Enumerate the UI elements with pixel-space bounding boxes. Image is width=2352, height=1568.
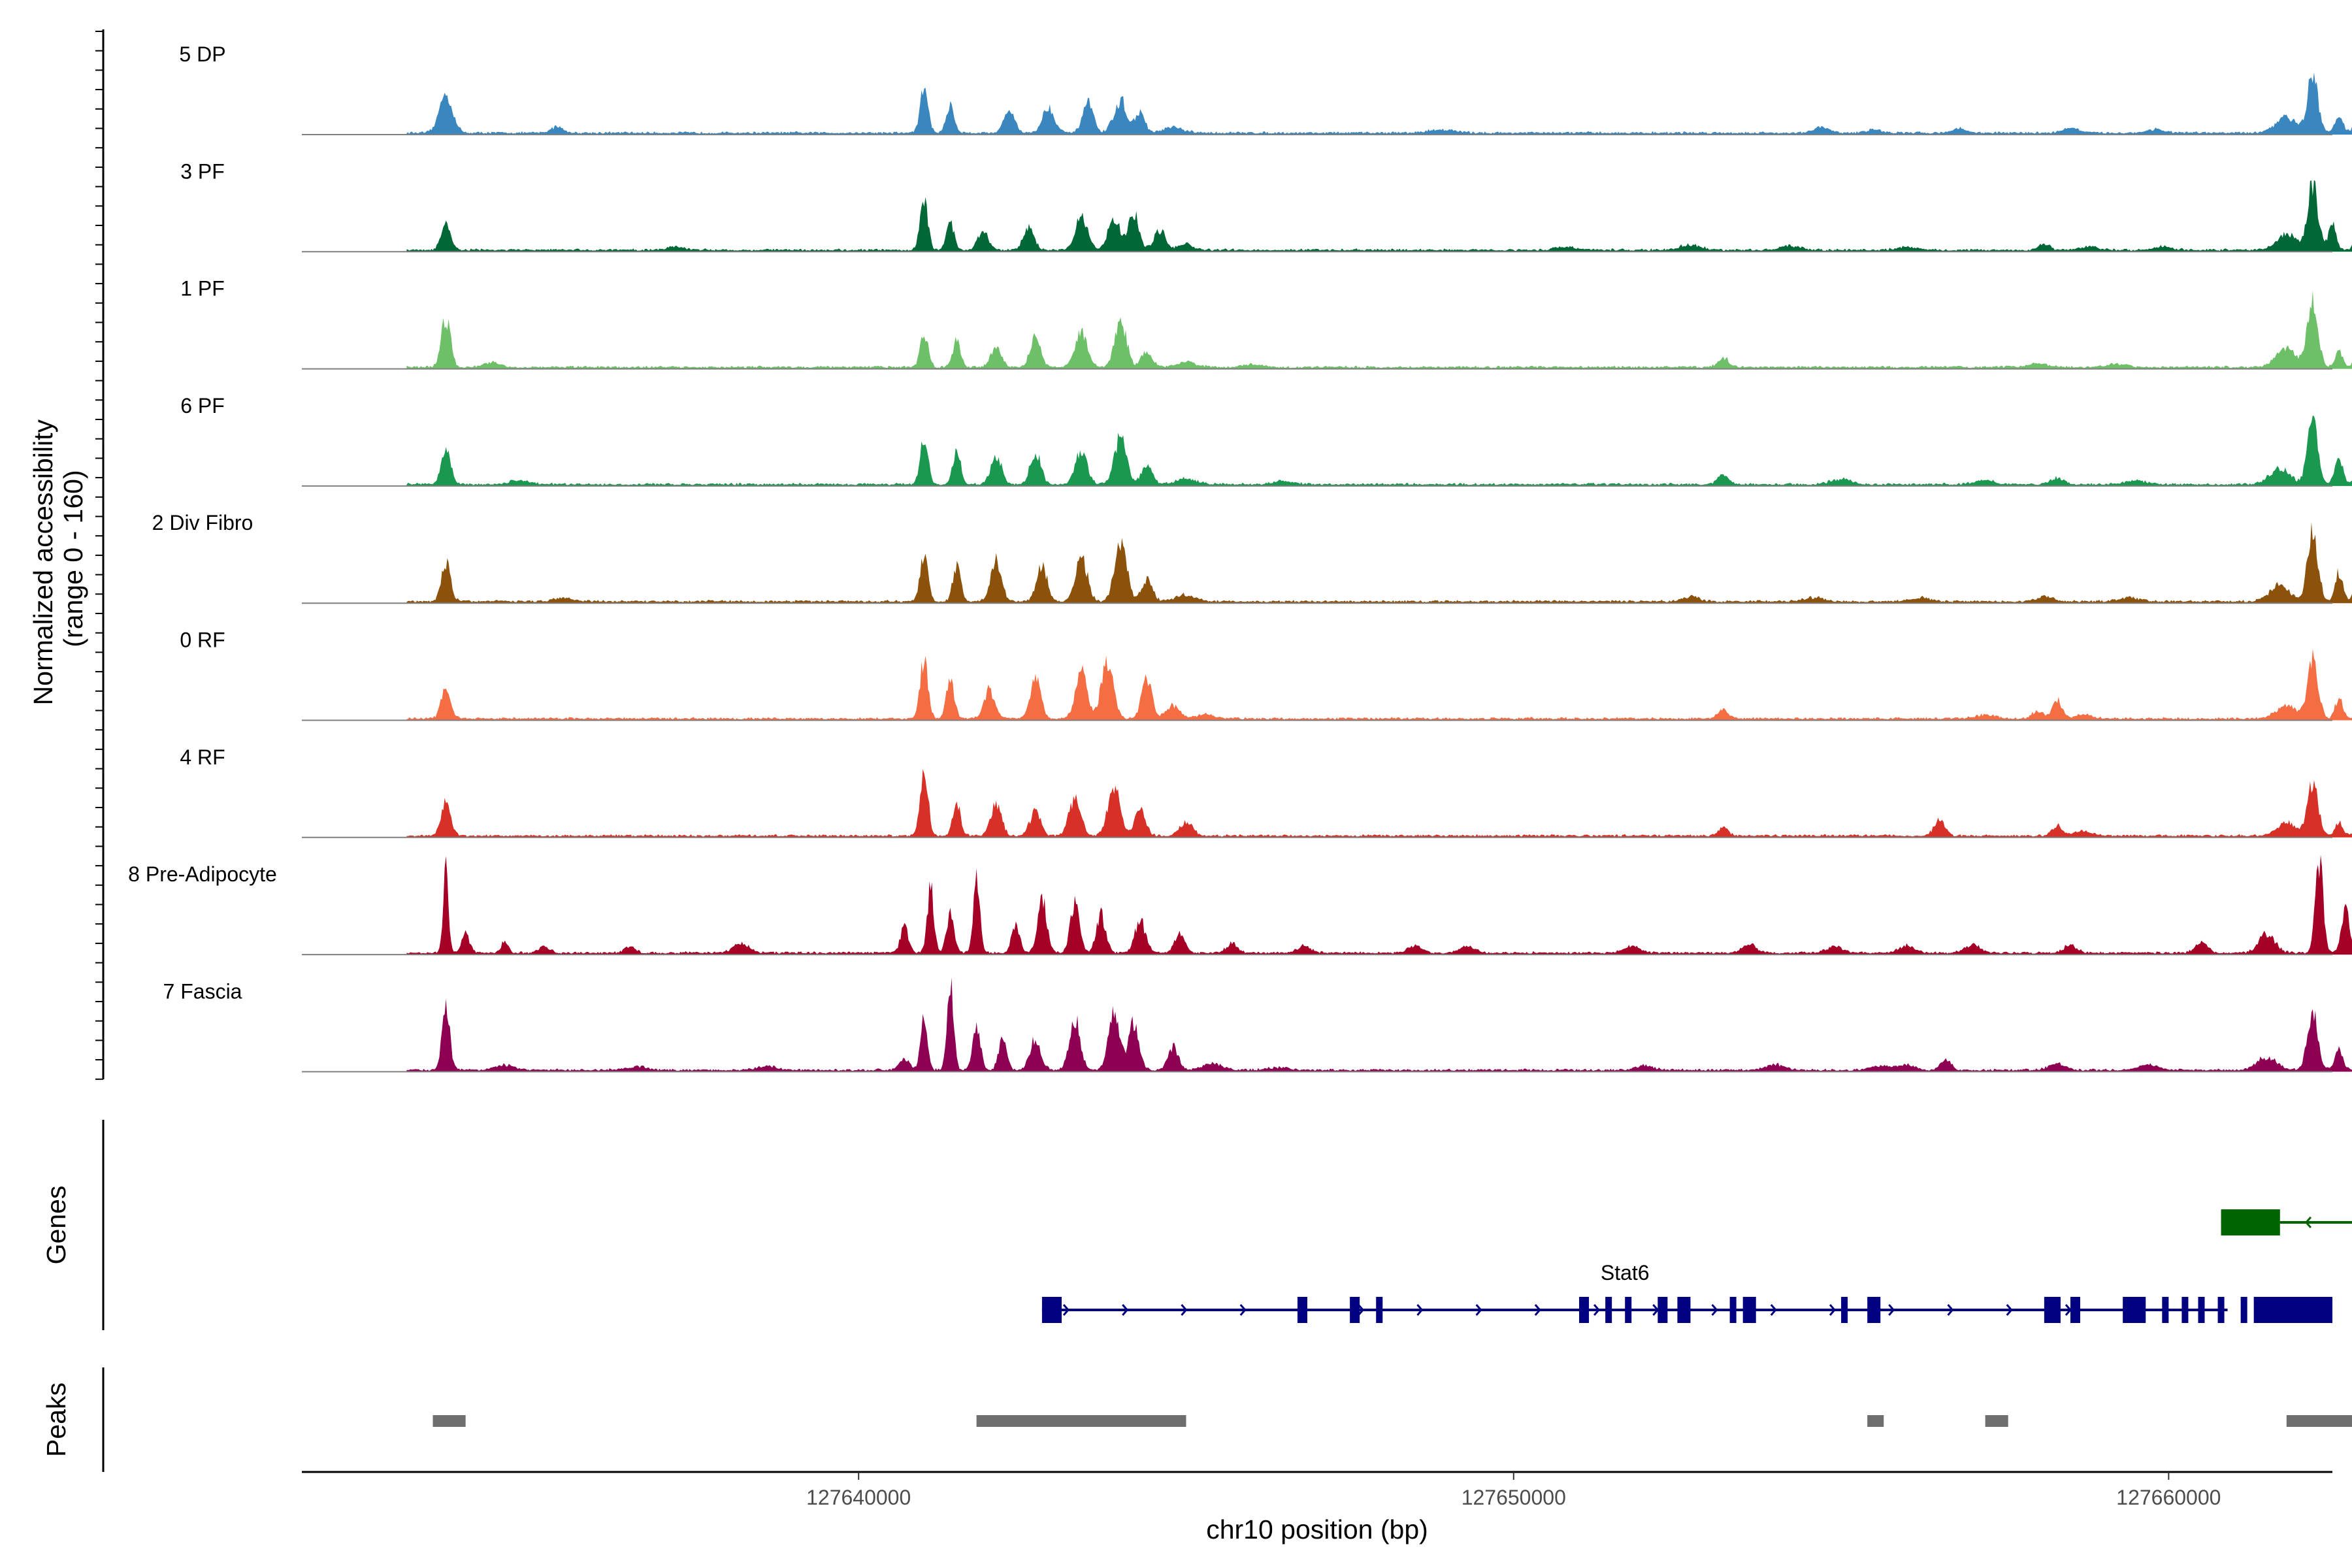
exon <box>2253 1297 2332 1323</box>
peak-region <box>1985 1415 2008 1427</box>
strand-chevron <box>2006 1304 2013 1316</box>
exon <box>1742 1297 1756 1323</box>
strand-chevron <box>1475 1304 1482 1316</box>
y-axis-ticks <box>95 31 103 1080</box>
strand-chevron <box>1947 1304 1954 1316</box>
peak-region <box>2286 1415 2352 1427</box>
track-label: 8 Pre-Adipocyte <box>128 862 277 886</box>
coverage-area <box>406 769 2352 838</box>
exon <box>1867 1297 1881 1323</box>
track-6-pf: 6 PF <box>180 394 2352 487</box>
exon <box>1729 1297 1737 1323</box>
strand-chevron <box>1593 1304 1601 1316</box>
y-axis-title-line1: Normalized accessibility <box>28 419 58 705</box>
coverage-area <box>406 521 2352 604</box>
coverage-area <box>406 72 2352 135</box>
exon <box>2198 1297 2205 1323</box>
track-2-div-fibro: 2 Div Fibro <box>152 511 2352 604</box>
coverage-tracks: 5 DP 3 PF 1 PF 6 PF 2 Div Fibro 0 RF 4 RF 8 Pre… <box>128 42 2352 1073</box>
strand-chevron <box>1122 1304 1129 1316</box>
track-label: 3 PF <box>180 159 225 183</box>
x-tick-label: 127640000 <box>806 1486 911 1509</box>
exon <box>1297 1297 1307 1323</box>
strand-chevron <box>1711 1304 1718 1316</box>
track-label: 7 Fascia <box>163 979 242 1003</box>
exon <box>1376 1297 1383 1323</box>
exon <box>1579 1297 1590 1323</box>
track-label: 2 Div Fibro <box>152 511 253 534</box>
x-tick-label: 127650000 <box>1462 1486 1566 1509</box>
exon <box>2044 1297 2061 1323</box>
strand-chevron <box>1416 1304 1424 1316</box>
track-label: 1 PF <box>180 277 225 301</box>
y-axis-title-line2: (range 0 - 160) <box>58 470 88 647</box>
strand-chevron <box>1062 1304 1070 1316</box>
strand-chevron <box>1770 1304 1777 1316</box>
x-axis-ticks: 127640000 127650000 127660000 <box>806 1472 2221 1509</box>
strand-chevron <box>1358 1304 1365 1316</box>
y-axis-title: Normalized accessibility (range 0 - 160) <box>28 412 88 706</box>
genes-track-label: Genes <box>41 1186 71 1265</box>
track-label: 0 RF <box>180 629 225 652</box>
exon <box>2181 1297 2189 1323</box>
track-label: 5 DP <box>179 42 225 66</box>
track-7-fascia: 7 Fascia <box>163 977 2352 1073</box>
exon <box>1841 1297 1848 1323</box>
strand-chevron <box>1829 1304 1837 1316</box>
exon <box>1625 1297 1632 1323</box>
track-0-rf: 0 RF <box>180 629 2352 721</box>
track-label: 6 PF <box>180 394 225 417</box>
coverage-area <box>406 415 2352 486</box>
gene-annotations: Nab2 Stat6 <box>1041 1209 2352 1323</box>
coverage-area <box>406 648 2352 721</box>
peaks-track-label: Peaks <box>41 1382 71 1457</box>
coverage-area <box>406 290 2352 369</box>
peak-region <box>976 1415 1186 1427</box>
strand-chevron <box>1534 1304 1541 1316</box>
strand-chevron <box>2304 1217 2312 1228</box>
exon <box>1605 1297 1612 1323</box>
exon <box>2123 1297 2146 1323</box>
track-label: 4 RF <box>180 745 225 769</box>
exon <box>2221 1209 2280 1235</box>
exon <box>2240 1297 2247 1323</box>
gene-label: Stat6 <box>1601 1261 1650 1284</box>
exon <box>2162 1297 2169 1323</box>
coverage-area <box>406 855 2352 955</box>
x-axis-title: chr10 position (bp) <box>1206 1514 1428 1544</box>
peak-regions <box>433 1415 2352 1427</box>
coverage-area <box>406 180 2352 252</box>
strand-chevron <box>1239 1304 1247 1316</box>
exon <box>2070 1297 2081 1323</box>
peak-region <box>1867 1415 1884 1427</box>
exon <box>1677 1297 1691 1323</box>
exon <box>1350 1297 1360 1323</box>
track-8-pre-adipocyte: 8 Pre-Adipocyte <box>128 855 2352 956</box>
track-3-pf: 3 PF <box>180 159 2352 253</box>
gene-stat6: Stat6 <box>1041 1261 2332 1323</box>
track-4-rf: 4 RF <box>180 745 2352 838</box>
exon <box>2217 1297 2225 1323</box>
gene-nab2: Nab2 <box>2221 1209 2352 1235</box>
x-tick-label: 127660000 <box>2116 1486 2221 1509</box>
track-1-pf: 1 PF <box>180 277 2352 370</box>
strand-chevron <box>1888 1304 1895 1316</box>
exon <box>1658 1297 1668 1323</box>
peak-region <box>433 1415 466 1427</box>
exon <box>1041 1297 1062 1323</box>
coverage-area <box>406 977 2352 1072</box>
strand-chevron <box>1181 1304 1188 1316</box>
track-5-dp: 5 DP <box>179 42 2352 135</box>
